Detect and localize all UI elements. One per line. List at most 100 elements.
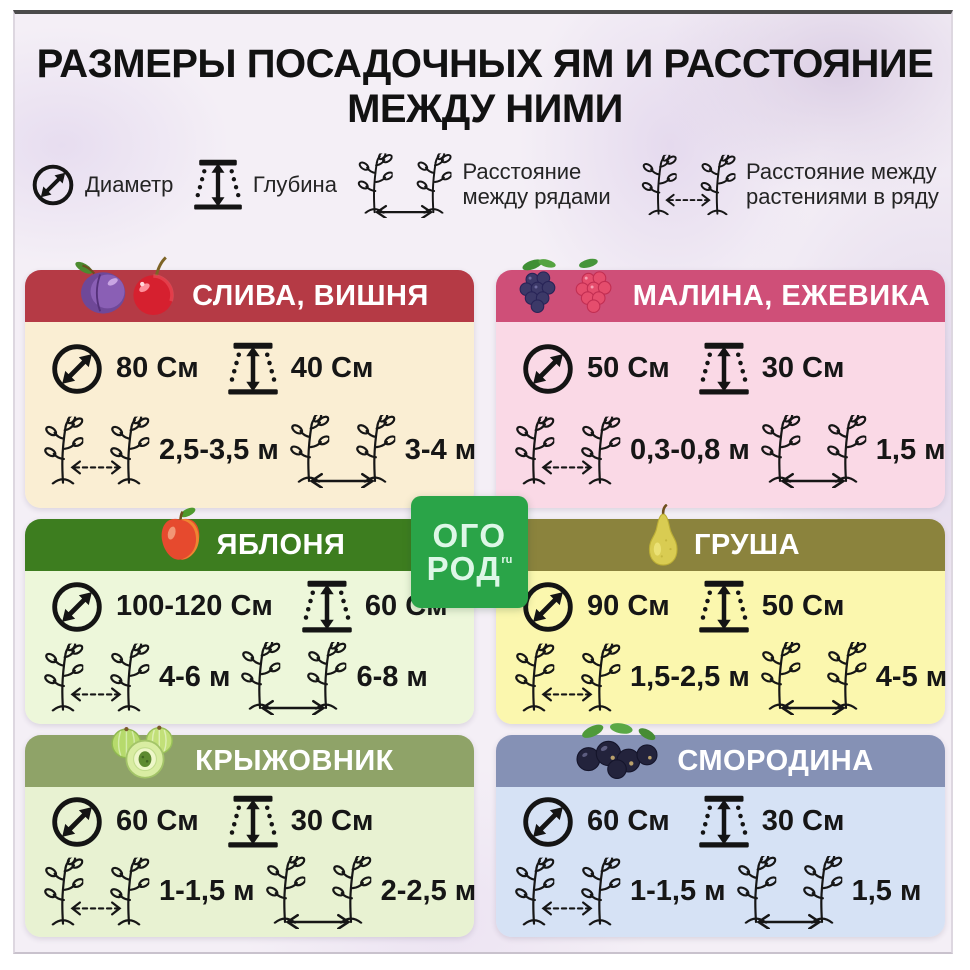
plant-spacing-icon	[41, 854, 151, 929]
row-spacing-icon	[355, 152, 453, 218]
legend-label: Диаметр	[85, 171, 174, 197]
plant-spacing-icon	[41, 640, 151, 715]
legend-item-plant-spacing: Расстояние между растениями в ряду	[639, 152, 942, 218]
page-title-line1: РАЗМЕРЫ ПОСАДОЧНЫХ ЯМ И РАССТОЯНИЕ	[36, 42, 934, 86]
legend-label: Глубина	[252, 171, 337, 197]
row-spacing-icon	[287, 413, 397, 488]
diameter-value: 100-120 См	[116, 590, 273, 623]
legend: Диаметр Глубина Расстояние между рядами …	[30, 152, 942, 218]
depth-icon	[697, 793, 751, 851]
pit-size-row: 50 См 30 См	[512, 340, 929, 398]
diameter-value: 90 См	[587, 590, 670, 623]
depth-value: 30 См	[290, 805, 374, 838]
card-body: 80 См 40 См 2,5-3,5 м 3-4 м	[25, 322, 477, 508]
legend-item-depth: Глубина	[192, 156, 337, 214]
diameter-icon	[520, 794, 576, 850]
depth-icon	[697, 578, 751, 636]
page-title-line2: МЕЖДУ НИМИ	[347, 86, 623, 131]
depth-icon	[192, 156, 244, 214]
card-body: 50 См 30 См 0,3-0,8 м 1,5 м	[496, 322, 946, 508]
plant-spacing-value: 4-6 м	[159, 661, 231, 694]
plum-cherry-icon	[70, 256, 182, 318]
card-header: ГРУША	[496, 519, 945, 571]
plant-spacing-icon	[41, 413, 151, 488]
depth-value: 30 См	[761, 352, 845, 385]
card-title: КРЫЖОВНИК	[195, 744, 394, 777]
row-spacing-value: 4-5 м	[875, 661, 948, 694]
depth-icon	[226, 340, 280, 398]
row-spacing-icon	[758, 413, 868, 488]
row-spacing-icon	[263, 854, 373, 929]
depth-value: 40 См	[290, 352, 374, 385]
row-spacing-icon	[734, 854, 844, 929]
card-title: СМОРОДИНА	[677, 744, 874, 777]
page-title: РАЗМЕРЫ ПОСАДОЧНЫХ ЯМ И РАССТОЯНИЕ МЕЖДУ…	[0, 42, 970, 132]
plant-spacing-value: 1,5-2,5 м	[630, 661, 750, 694]
depth-value: 50 См	[761, 590, 845, 623]
card-title: ЯБЛОНЯ	[216, 528, 346, 561]
spacing-row: 1,5-2,5 м 4-5 м	[512, 640, 947, 715]
diameter-value: 60 См	[116, 805, 199, 838]
diameter-icon	[49, 794, 105, 850]
plant-spacing-icon	[512, 413, 622, 488]
card-gooseberry: КРЫЖОВНИК 60 См 30 См 1-1,5 м 2-2,5 м	[25, 735, 476, 937]
diameter-icon	[520, 341, 576, 397]
spacing-row: 0,3-0,8 м 1,5 м	[512, 413, 946, 488]
pit-size-row: 60 См 30 См	[41, 793, 458, 851]
logo-tld: ru	[501, 554, 513, 566]
card-raspberry-blackberry: МАЛИНА, ЕЖЕВИКА 50 См 30 См 0,3-0,8 м 1,…	[496, 270, 946, 508]
row-spacing-value: 1,5 м	[851, 875, 922, 908]
diameter-icon	[49, 341, 105, 397]
card-header: КРЫЖОВНИК	[25, 735, 474, 787]
card-plum-cherry: СЛИВА, ВИШНЯ 80 См 40 См 2,5-3,5 м 3-4 м	[25, 270, 477, 508]
row-spacing-value: 3-4 м	[404, 434, 477, 467]
card-body: 60 См 30 См 1-1,5 м 1,5 м	[496, 787, 945, 937]
pit-size-row: 90 См 50 См	[512, 578, 929, 636]
depth-icon	[697, 340, 751, 398]
legend-item-row-spacing: Расстояние между рядами	[355, 152, 620, 218]
currant-icon	[567, 722, 667, 782]
pit-size-row: 80 См 40 См	[41, 340, 458, 398]
diameter-value: 60 См	[587, 805, 670, 838]
depth-icon	[226, 793, 280, 851]
plant-spacing-icon	[512, 640, 622, 715]
legend-label: Расстояние между рядами	[462, 159, 611, 209]
plant-spacing-value: 1-1,5 м	[630, 875, 726, 908]
row-spacing-value: 2-2,5 м	[380, 875, 477, 908]
card-body: 90 См 50 См 1,5-2,5 м 4-5 м	[496, 571, 947, 724]
plant-spacing-icon	[639, 152, 737, 218]
plant-spacing-value: 2,5-3,5 м	[159, 434, 279, 467]
plant-spacing-value: 1-1,5 м	[159, 875, 255, 908]
diameter-value: 80 См	[116, 352, 199, 385]
spacing-row: 4-6 м 6-8 м	[41, 640, 458, 715]
row-spacing-value: 1,5 м	[875, 434, 946, 467]
card-title: СЛИВА, ВИШНЯ	[192, 279, 429, 312]
card-header: СЛИВА, ВИШНЯ	[25, 270, 474, 322]
ogorod-logo: ОГО РОД ru	[411, 496, 528, 608]
card-header: МАЛИНА, ЕЖЕВИКА	[496, 270, 945, 322]
diameter-icon	[49, 579, 105, 635]
card-body: 100-120 См 60 См 4-6 м 6-8 м	[25, 571, 474, 724]
apple-icon	[154, 505, 207, 567]
card-title: ГРУША	[693, 528, 801, 561]
spacing-row: 1-1,5 м 1,5 м	[512, 854, 929, 929]
diameter-value: 50 См	[587, 352, 670, 385]
logo-text-line2: РОД	[426, 550, 502, 587]
diameter-icon	[30, 162, 76, 208]
logo-text-line1: ОГО	[432, 517, 507, 554]
cards-grid: СЛИВА, ВИШНЯ 80 См 40 См 2,5-3,5 м 3-4 м…	[25, 270, 947, 937]
card-header: СМОРОДИНА	[496, 735, 945, 787]
card-currant: СМОРОДИНА 60 См 30 См 1-1,5 м 1,5 м	[496, 735, 945, 937]
pit-size-row: 100-120 См 60 См	[41, 578, 458, 636]
spacing-row: 1-1,5 м 2-2,5 м	[41, 854, 476, 929]
row-spacing-icon	[238, 640, 348, 715]
plant-spacing-value: 0,3-0,8 м	[630, 434, 750, 467]
card-header: ЯБЛОНЯ	[25, 519, 474, 571]
legend-label: Расстояние между растениями в ряду	[745, 159, 939, 209]
row-spacing-value: 6-8 м	[356, 661, 428, 694]
depth-icon	[300, 578, 354, 636]
gooseberry-icon	[105, 722, 185, 782]
card-apple: ЯБЛОНЯ 100-120 См 60 См 4-6 м 6-8 м	[25, 519, 474, 724]
pear-icon	[641, 504, 684, 568]
diameter-icon	[520, 579, 576, 635]
